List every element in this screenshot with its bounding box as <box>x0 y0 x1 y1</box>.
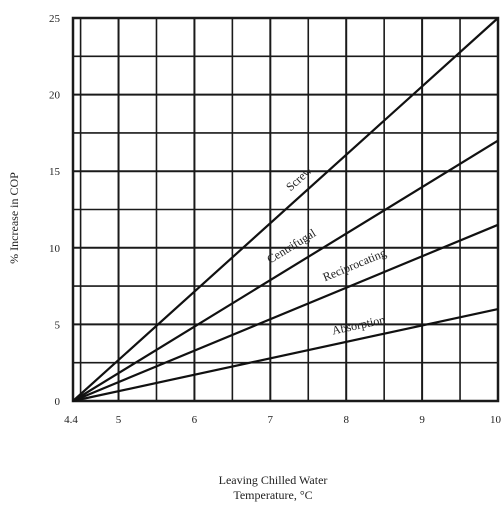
x-axis-ticks: 4.4 5 6 7 8 9 10 <box>64 414 501 426</box>
y-tick-label: 25 <box>49 13 61 25</box>
y-tick-label: 0 <box>55 396 61 408</box>
series-lines <box>72 17 499 403</box>
x-tick-label: 8 <box>343 414 349 426</box>
x-tick-label: 6 <box>192 414 198 426</box>
y-tick-label: 15 <box>49 166 61 178</box>
y-tick-label: 10 <box>49 243 61 255</box>
y-axis-label: % Increase in COP <box>7 172 21 264</box>
x-axis-label-line-1: Leaving Chilled Water <box>219 473 328 487</box>
series-line-absorption <box>72 308 499 403</box>
series-label-centrifugal: Centrifugal <box>264 225 318 266</box>
y-tick-label: 20 <box>49 90 61 102</box>
x-tick-label: 10 <box>490 414 501 426</box>
grid <box>71 16 500 403</box>
x-tick-label: 4.4 <box>64 414 78 426</box>
x-tick-label: 7 <box>268 414 274 426</box>
series-line-screw <box>72 17 499 402</box>
series-labels: Screw Centrifugal Reciprocating Absorption <box>264 163 388 337</box>
series-label-reciprocating: Reciprocating <box>321 245 389 284</box>
y-axis-ticks: 0 5 10 15 20 25 <box>49 13 61 408</box>
series-label-absorption: Absorption <box>331 312 387 337</box>
x-tick-label: 9 <box>419 414 425 426</box>
y-tick-label: 5 <box>55 319 61 331</box>
series-label-screw: Screw <box>283 163 315 194</box>
series-line-centrifugal <box>72 139 499 402</box>
series-line-reciprocating <box>72 223 499 403</box>
x-axis-label-line-2: Temperature, °C <box>233 488 312 502</box>
x-tick-label: 5 <box>116 414 122 426</box>
